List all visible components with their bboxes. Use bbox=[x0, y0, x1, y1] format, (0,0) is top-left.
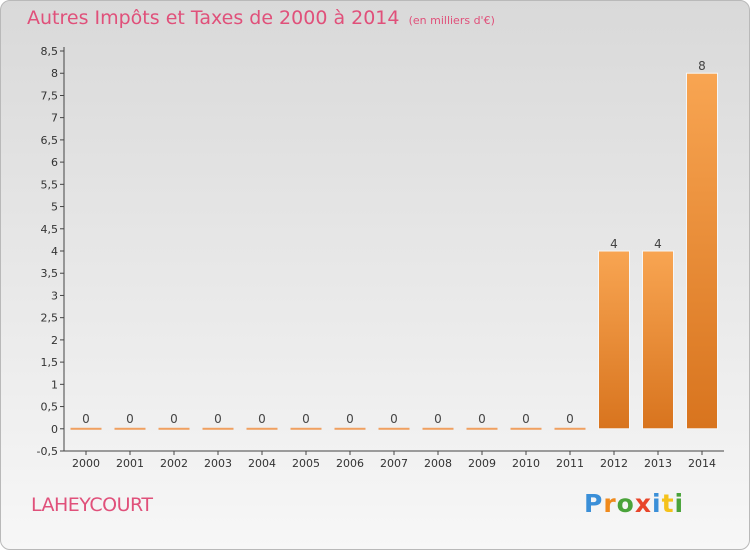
bar bbox=[422, 427, 454, 430]
y-tick-label: 3 bbox=[51, 289, 58, 302]
y-tick-label: 2,5 bbox=[41, 312, 59, 325]
bar-value-label: 0 bbox=[82, 412, 90, 426]
x-tick-label: 2004 bbox=[248, 457, 276, 470]
x-tick-label: 2006 bbox=[336, 457, 364, 470]
x-tick-label: 2001 bbox=[116, 457, 144, 470]
bar bbox=[686, 72, 718, 430]
bar bbox=[510, 427, 542, 430]
bar-value-label: 0 bbox=[258, 412, 266, 426]
bar bbox=[290, 427, 322, 430]
y-tick-label: 3,5 bbox=[41, 267, 59, 280]
x-tick-label: 2003 bbox=[204, 457, 232, 470]
y-tick-label: 8 bbox=[51, 67, 58, 80]
x-tick-label: 2005 bbox=[292, 457, 320, 470]
y-tick-label: 7,5 bbox=[41, 89, 59, 102]
bar bbox=[554, 427, 586, 430]
x-tick-label: 2002 bbox=[160, 457, 188, 470]
bar bbox=[378, 427, 410, 430]
y-tick-label: 8,5 bbox=[41, 45, 59, 58]
bar-value-label: 0 bbox=[434, 412, 442, 426]
bar-value-label: 0 bbox=[478, 412, 486, 426]
x-tick-label: 2000 bbox=[72, 457, 100, 470]
bar bbox=[598, 250, 630, 430]
bar bbox=[466, 427, 498, 430]
x-tick-label: 2009 bbox=[468, 457, 496, 470]
bar-value-label: 4 bbox=[654, 237, 662, 251]
chart-title-block: Autres Impôts et Taxes de 2000 à 2014 (e… bbox=[27, 7, 495, 29]
x-tick-label: 2011 bbox=[556, 457, 584, 470]
x-tick-label: 2008 bbox=[424, 457, 452, 470]
y-tick-label: 1 bbox=[51, 378, 58, 391]
bar-value-label: 8 bbox=[698, 59, 706, 73]
x-tick-label: 2013 bbox=[644, 457, 672, 470]
bar-value-label: 0 bbox=[214, 412, 222, 426]
y-tick-label: 0 bbox=[51, 423, 58, 436]
x-tick-label: 2007 bbox=[380, 457, 408, 470]
bar bbox=[114, 427, 146, 430]
x-tick-label: 2010 bbox=[512, 457, 540, 470]
y-tick-label: -0,5 bbox=[37, 445, 58, 458]
bar bbox=[202, 427, 234, 430]
x-tick-label: 2014 bbox=[688, 457, 716, 470]
y-tick-label: 4,5 bbox=[41, 223, 59, 236]
y-tick-label: 6,5 bbox=[41, 134, 59, 147]
y-tick-label: 5,5 bbox=[41, 178, 59, 191]
place-name: LAHEYCOURT bbox=[31, 494, 153, 516]
bar-value-label: 0 bbox=[170, 412, 178, 426]
y-tick-label: 6 bbox=[51, 156, 58, 169]
y-tick-label: 2 bbox=[51, 334, 58, 347]
bar-value-label: 0 bbox=[302, 412, 310, 426]
bar-value-label: 0 bbox=[522, 412, 530, 426]
bar-value-label: 4 bbox=[610, 237, 618, 251]
chart-unit: (en milliers d'€) bbox=[408, 14, 495, 27]
y-tick-label: 1,5 bbox=[41, 356, 59, 369]
bar-value-label: 0 bbox=[346, 412, 354, 426]
bar bbox=[642, 250, 674, 430]
bar bbox=[70, 427, 102, 430]
y-tick-label: 4 bbox=[51, 245, 58, 258]
chart-title: Autres Impôts et Taxes de 2000 à 2014 bbox=[27, 7, 400, 29]
bar-value-label: 0 bbox=[126, 412, 134, 426]
y-tick-label: 5 bbox=[51, 201, 58, 214]
x-tick-label: 2012 bbox=[600, 457, 628, 470]
bar bbox=[334, 427, 366, 430]
y-tick-label: 0,5 bbox=[41, 401, 59, 414]
bar bbox=[246, 427, 278, 430]
proxiti-logo[interactable]: Proxiti bbox=[584, 489, 685, 518]
bar-value-label: 0 bbox=[566, 412, 574, 426]
y-tick-label: 7 bbox=[51, 112, 58, 125]
bar-value-label: 0 bbox=[390, 412, 398, 426]
bar bbox=[158, 427, 190, 430]
